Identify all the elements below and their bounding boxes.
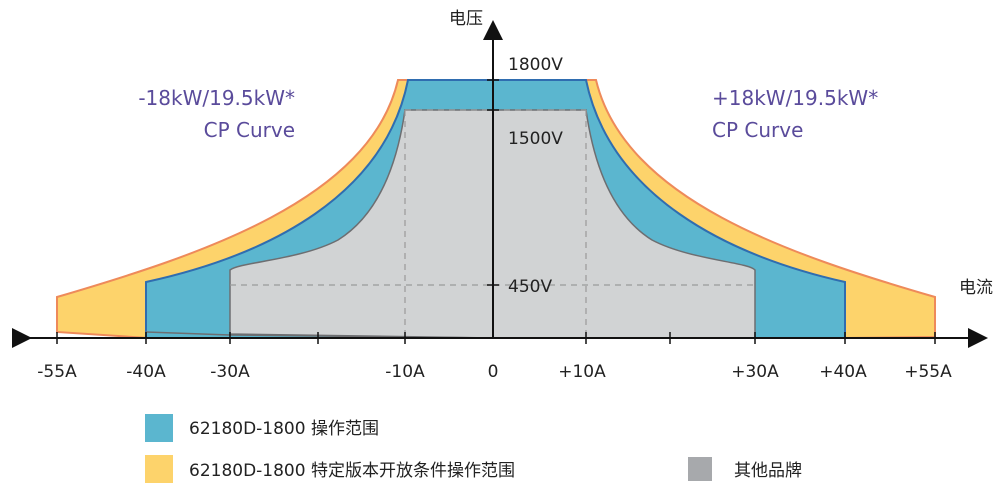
tick-label: -10A xyxy=(385,362,425,382)
legend: 62180D-1800 操作范围 62180D-1800 特定版本开放条件操作范… xyxy=(145,414,802,483)
voltage-label-450: 450V xyxy=(508,277,552,297)
y-tick-marks xyxy=(487,79,499,286)
voltage-label-1800: 1800V xyxy=(508,55,563,75)
legend-swatch-other xyxy=(688,457,712,481)
cp-right-line1: +18kW/19.5kW* xyxy=(712,86,878,110)
legend-swatch-operating xyxy=(145,414,173,442)
tick-label: +10A xyxy=(558,362,606,382)
tick-label: 0 xyxy=(488,362,499,382)
cp-right-line2: CP Curve xyxy=(712,118,803,142)
x-axis-title: 电流 xyxy=(959,278,993,298)
tick-label: -30A xyxy=(210,362,250,382)
tick-label: +30A xyxy=(731,362,779,382)
cp-left-line1: -18kW/19.5kW* xyxy=(138,86,295,110)
tick-label: -55A xyxy=(37,362,77,382)
tick-label: -40A xyxy=(126,362,166,382)
current-tick-labels: -55A -40A -30A -10A 0 +10A +30A +40A +55… xyxy=(37,362,952,382)
legend-label-other: 其他品牌 xyxy=(734,461,802,481)
y-axis-title: 电压 xyxy=(449,9,483,29)
legend-label-extended: 62180D-1800 特定版本开放条件操作范围 xyxy=(189,461,515,481)
voltage-label-1500: 1500V xyxy=(508,129,563,149)
tick-label: +40A xyxy=(819,362,867,382)
x-tick-marks xyxy=(56,332,936,344)
legend-swatch-extended xyxy=(145,455,173,483)
legend-label-operating: 62180D-1800 操作范围 xyxy=(189,419,379,439)
cp-left-line2: CP Curve xyxy=(204,118,295,142)
tick-label: +55A xyxy=(904,362,952,382)
